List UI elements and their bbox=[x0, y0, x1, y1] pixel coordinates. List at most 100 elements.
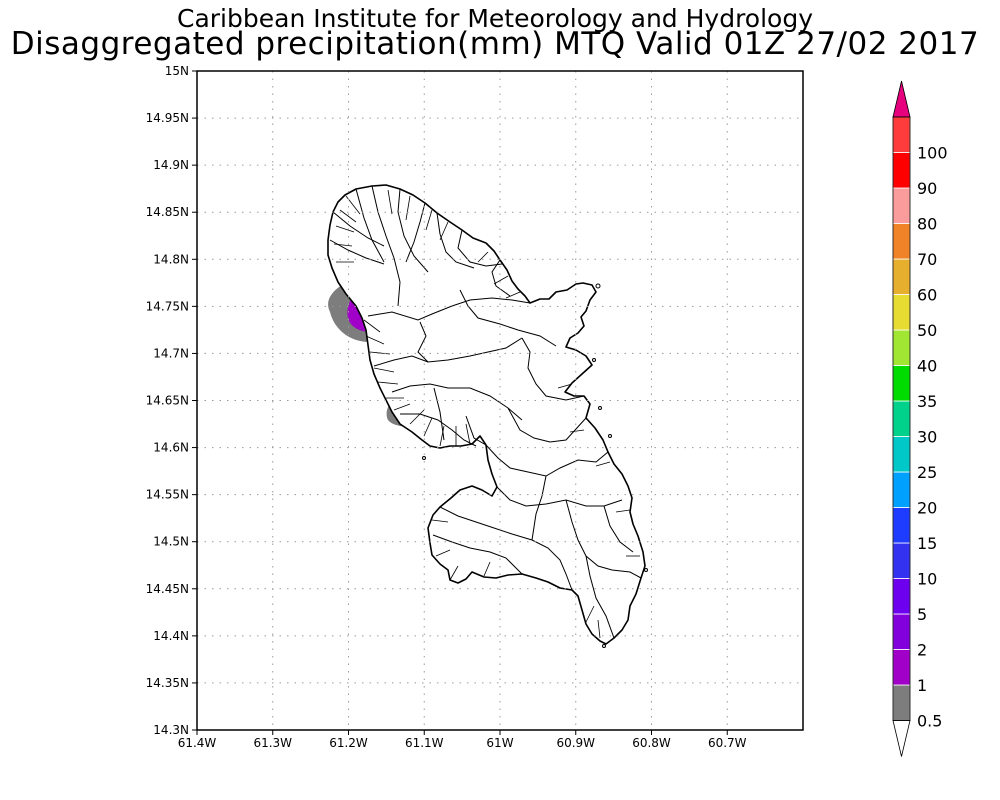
latitude-tick-label: 14.65N bbox=[146, 394, 189, 408]
commune-line bbox=[531, 539, 573, 591]
islet bbox=[608, 434, 612, 438]
colorbar-over-arrow bbox=[892, 80, 911, 118]
commune-line bbox=[491, 259, 511, 297]
colorbar-level-label: 60 bbox=[917, 286, 937, 305]
colorbar-level-label: 80 bbox=[917, 215, 937, 234]
colorbar-swatch bbox=[892, 400, 911, 437]
river-line bbox=[597, 619, 601, 639]
commune-line bbox=[397, 188, 429, 273]
colorbar-level-label: 40 bbox=[917, 357, 937, 376]
commune-line bbox=[329, 239, 385, 265]
colorbar-level-label: 100 bbox=[917, 144, 948, 163]
river-line bbox=[439, 425, 445, 447]
commune-line bbox=[432, 534, 523, 575]
commune-line bbox=[565, 499, 642, 579]
latitude-tick-label: 14.4N bbox=[153, 629, 189, 643]
longitude-tick-label: 61.1W bbox=[405, 736, 444, 750]
commune-line bbox=[465, 415, 487, 446]
colorbar-level-label: 5 bbox=[917, 605, 927, 624]
colorbar-level-label: 20 bbox=[917, 499, 937, 518]
river-line bbox=[363, 319, 381, 333]
longitude-axis: 61.4W 61.3W 61.2W 61.1W 61W 60.9W 60.8W 60.7W bbox=[178, 730, 747, 750]
colorbar-outline bbox=[892, 116, 911, 721]
longitude-tick-label: 60.8W bbox=[632, 736, 671, 750]
colorbar-swatch bbox=[892, 294, 911, 331]
islet bbox=[595, 283, 601, 289]
river-line bbox=[431, 519, 449, 523]
commune-line bbox=[457, 229, 503, 267]
colorbar-level-label: 2 bbox=[917, 641, 927, 660]
colorbar-swatch bbox=[892, 258, 911, 295]
commune-line bbox=[531, 475, 547, 541]
river-line bbox=[435, 549, 451, 557]
longitude-tick-label: 61.2W bbox=[329, 736, 368, 750]
colorbar-level-label: 10 bbox=[917, 570, 937, 589]
map-title-institute: Caribbean Institute for Meteorology and … bbox=[177, 4, 813, 33]
colorbar-level-label: 70 bbox=[917, 250, 937, 269]
river-line bbox=[333, 243, 353, 247]
commune-line bbox=[355, 188, 385, 263]
colorbar-swatch bbox=[892, 613, 911, 650]
map-title-product: Disaggregated precipitation(mm) MTQ Vali… bbox=[10, 26, 980, 62]
river-line bbox=[615, 509, 631, 513]
commune-line bbox=[439, 506, 533, 541]
latitude-tick-label: 14.8N bbox=[153, 252, 189, 266]
colorbar-under-arrow bbox=[892, 720, 911, 757]
river-line bbox=[585, 605, 595, 623]
islet bbox=[422, 456, 426, 460]
colorbar-swatch bbox=[892, 542, 911, 579]
latitude-tick-label: 14.95N bbox=[146, 111, 189, 125]
river-line bbox=[335, 225, 355, 233]
colorbar-level-label: 35 bbox=[917, 392, 937, 411]
latitude-tick-label: 14.55N bbox=[146, 488, 189, 502]
commune-line bbox=[507, 407, 587, 443]
river-line bbox=[557, 383, 573, 389]
longitude-tick-label: 61W bbox=[486, 736, 513, 750]
river-line bbox=[373, 367, 395, 373]
colorbar-swatch bbox=[892, 329, 911, 366]
colorbar-swatch bbox=[892, 471, 911, 508]
colorbar-level-label: 15 bbox=[917, 534, 937, 553]
latitude-tick-label: 14.9N bbox=[153, 158, 189, 172]
river-line bbox=[493, 275, 509, 285]
river-line bbox=[387, 189, 393, 215]
islet bbox=[602, 644, 606, 648]
latitude-tick-label: 14.75N bbox=[146, 299, 189, 313]
commune-line bbox=[496, 486, 623, 507]
river-line bbox=[483, 561, 491, 577]
colorbar-swatch bbox=[892, 436, 911, 473]
commune-line bbox=[371, 185, 401, 307]
latitude-tick-label: 14.7N bbox=[153, 346, 189, 360]
latitude-tick-label: 14.6N bbox=[153, 441, 189, 455]
river-line bbox=[339, 209, 357, 223]
river-line bbox=[439, 221, 449, 241]
colorbar-swatch bbox=[892, 116, 911, 153]
commune-line bbox=[391, 383, 523, 421]
commune-line bbox=[332, 211, 385, 247]
river-line bbox=[595, 461, 611, 467]
river-line bbox=[425, 209, 433, 231]
colorbar-swatch bbox=[892, 152, 911, 189]
river-line bbox=[569, 429, 585, 433]
colorbar-level-label: 50 bbox=[917, 321, 937, 340]
river-line bbox=[377, 381, 399, 385]
river-line bbox=[423, 417, 433, 437]
latitude-tick-label: 14.3N bbox=[153, 723, 189, 737]
latitude-tick-label: 14.85N bbox=[146, 205, 189, 219]
river-line bbox=[505, 291, 521, 299]
commune-line bbox=[603, 505, 634, 553]
islet bbox=[598, 406, 602, 410]
river-line bbox=[465, 423, 471, 445]
colorbar-level-label: 30 bbox=[917, 428, 937, 447]
longitude-tick-label: 61.3W bbox=[253, 736, 292, 750]
river-line bbox=[477, 251, 489, 263]
colorbar-swatch bbox=[892, 649, 911, 686]
latitude-tick-label: 14.45N bbox=[146, 582, 189, 596]
latitude-tick-label: 14.35N bbox=[146, 676, 189, 690]
colorbar-swatch bbox=[892, 507, 911, 544]
river-line bbox=[449, 565, 459, 581]
colorbar-swatch bbox=[892, 223, 911, 260]
commune-line bbox=[400, 413, 477, 447]
colorbar-level-label: 1 bbox=[917, 676, 927, 695]
